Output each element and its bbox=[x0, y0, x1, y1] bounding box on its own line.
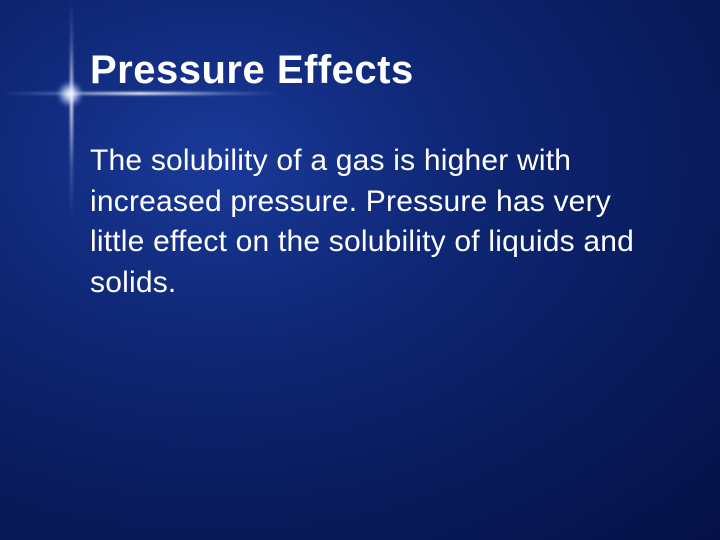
slide-body: The solubility of a gas is higher with i… bbox=[90, 141, 650, 303]
slide-content: Pressure Effects The solubility of a gas… bbox=[0, 0, 720, 540]
slide-title: Pressure Effects bbox=[90, 48, 650, 93]
